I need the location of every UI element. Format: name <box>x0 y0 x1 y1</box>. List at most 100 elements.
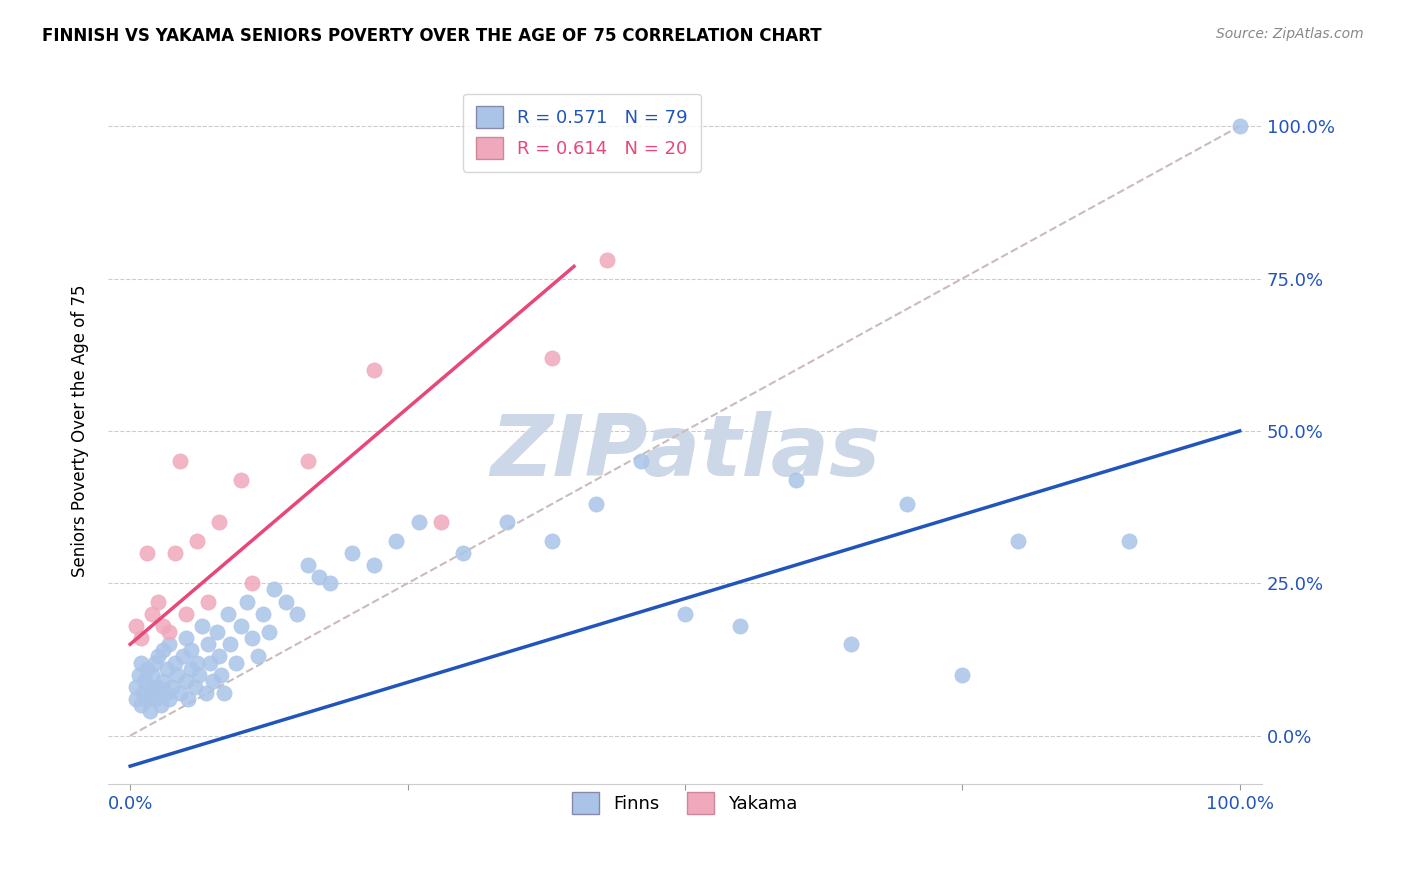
Point <box>240 576 263 591</box>
Point <box>297 558 319 572</box>
Point <box>240 631 263 645</box>
Point <box>172 649 194 664</box>
Point <box>139 704 162 718</box>
Point <box>217 607 239 621</box>
Point <box>197 637 219 651</box>
Point <box>125 619 148 633</box>
Text: ZIPatlas: ZIPatlas <box>489 410 880 493</box>
Point <box>219 637 242 651</box>
Point <box>157 692 180 706</box>
Point <box>246 649 269 664</box>
Point <box>152 643 174 657</box>
Point <box>194 686 217 700</box>
Point <box>1118 533 1140 548</box>
Point <box>673 607 696 621</box>
Point <box>180 643 202 657</box>
Point <box>183 680 205 694</box>
Point <box>134 673 156 688</box>
Point <box>186 656 208 670</box>
Point <box>125 680 148 694</box>
Point <box>174 631 197 645</box>
Point <box>730 619 752 633</box>
Point <box>585 497 607 511</box>
Point <box>319 576 342 591</box>
Point <box>209 667 232 681</box>
Point <box>202 673 225 688</box>
Text: Source: ZipAtlas.com: Source: ZipAtlas.com <box>1216 27 1364 41</box>
Point <box>180 662 202 676</box>
Point <box>1229 119 1251 133</box>
Point <box>257 625 280 640</box>
Point <box>252 607 274 621</box>
Text: FINNISH VS YAKAMA SENIORS POVERTY OVER THE AGE OF 75 CORRELATION CHART: FINNISH VS YAKAMA SENIORS POVERTY OVER T… <box>42 27 821 45</box>
Point <box>596 253 619 268</box>
Point <box>177 692 200 706</box>
Point <box>150 698 173 713</box>
Point <box>143 692 166 706</box>
Point <box>540 351 562 365</box>
Point <box>363 363 385 377</box>
Point <box>385 533 408 548</box>
Point <box>430 516 453 530</box>
Point <box>157 625 180 640</box>
Legend: Finns, Yakama: Finns, Yakama <box>561 781 808 825</box>
Point <box>146 649 169 664</box>
Point <box>169 454 191 468</box>
Point <box>540 533 562 548</box>
Point <box>152 673 174 688</box>
Point <box>198 656 221 670</box>
Point <box>263 582 285 597</box>
Point <box>174 673 197 688</box>
Point <box>841 637 863 651</box>
Point <box>408 516 430 530</box>
Point <box>205 625 228 640</box>
Point <box>163 546 186 560</box>
Point <box>155 686 177 700</box>
Point <box>135 546 157 560</box>
Point <box>152 619 174 633</box>
Point <box>129 631 152 645</box>
Point <box>630 454 652 468</box>
Point <box>157 637 180 651</box>
Point <box>1007 533 1029 548</box>
Y-axis label: Seniors Poverty Over the Age of 75: Seniors Poverty Over the Age of 75 <box>72 285 89 577</box>
Point <box>135 692 157 706</box>
Point <box>139 680 162 694</box>
Point <box>146 680 169 694</box>
Point <box>141 667 163 681</box>
Point <box>231 473 253 487</box>
Point <box>285 607 308 621</box>
Point <box>191 619 214 633</box>
Point <box>208 516 231 530</box>
Point <box>125 692 148 706</box>
Point <box>163 656 186 670</box>
Point <box>340 546 363 560</box>
Point <box>214 686 236 700</box>
Point <box>208 649 231 664</box>
Point <box>128 667 150 681</box>
Point <box>785 473 807 487</box>
Point <box>363 558 385 572</box>
Point <box>135 662 157 676</box>
Point <box>129 698 152 713</box>
Point <box>451 546 474 560</box>
Point <box>169 686 191 700</box>
Point <box>186 533 208 548</box>
Point <box>162 680 184 694</box>
Point <box>143 656 166 670</box>
Point <box>225 656 247 670</box>
Point <box>166 667 188 681</box>
Point <box>496 516 519 530</box>
Point <box>235 594 257 608</box>
Point <box>950 667 973 681</box>
Point <box>188 667 211 681</box>
Point <box>141 607 163 621</box>
Point <box>132 686 155 700</box>
Point <box>231 619 253 633</box>
Point <box>146 594 169 608</box>
Point <box>896 497 918 511</box>
Point <box>129 656 152 670</box>
Point <box>174 607 197 621</box>
Point <box>156 662 179 676</box>
Point <box>197 594 219 608</box>
